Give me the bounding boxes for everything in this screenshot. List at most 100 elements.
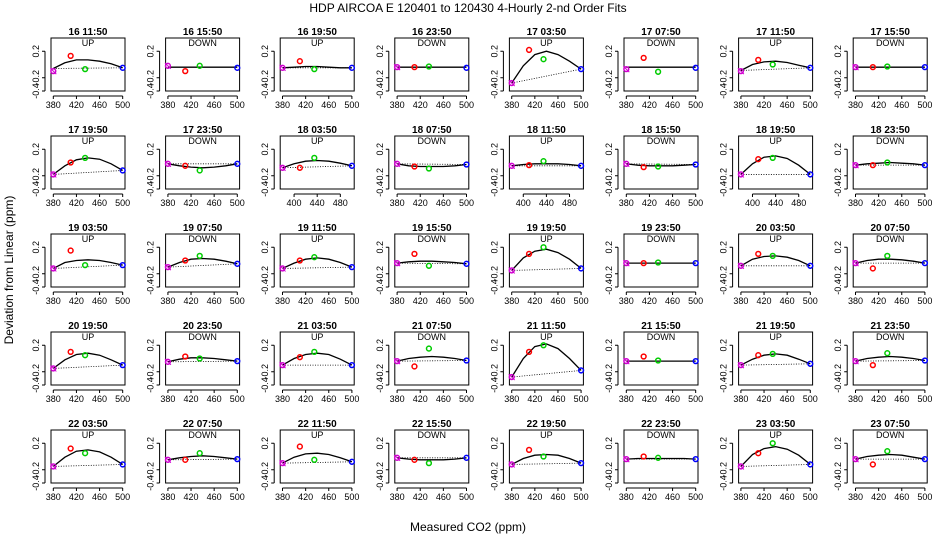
linear-reference-line [397, 163, 467, 165]
data-point-cross [737, 361, 745, 369]
data-point-cross [393, 357, 401, 365]
x-tick-label: 380 [275, 100, 290, 110]
y-tick-label: 0.2 [31, 339, 41, 352]
data-point-cross [737, 262, 745, 270]
data-point [311, 154, 318, 162]
x-tick-label: 500 [688, 296, 703, 306]
linear-reference-line [740, 464, 811, 467]
x-tick-label: 500 [115, 100, 130, 110]
y-tick-label: 0.2 [489, 241, 499, 254]
panel-title: 22 07:50 [183, 419, 223, 430]
y-tick-label: 0.2 [833, 241, 843, 254]
data-point [540, 342, 547, 349]
data-point [852, 456, 859, 463]
fit-curve [397, 457, 467, 461]
data-point [182, 257, 189, 264]
panel-title: 20 03:50 [756, 223, 796, 234]
y-tick-label: 0.2 [375, 143, 385, 156]
x-tick-label: 420 [642, 198, 657, 208]
data-point [393, 160, 401, 167]
x-tick-label: 400 [516, 198, 531, 208]
data-point [692, 64, 699, 71]
data-point [755, 250, 762, 258]
panel-frame [738, 37, 814, 92]
run-direction-label: UP [769, 38, 782, 48]
y-tick-label: -0.2 [833, 266, 843, 282]
data-point-cross [49, 365, 57, 372]
x-tick-label: 460 [894, 492, 909, 502]
data-point [67, 348, 74, 356]
data-point [311, 456, 318, 463]
run-direction-label: DOWN [876, 332, 905, 342]
x-tick-label: 500 [688, 492, 703, 502]
panel-title: 18 11:50 [527, 125, 566, 136]
x-tick-label: 380 [619, 492, 634, 502]
data-point-cross [508, 373, 516, 381]
data-point-cross [164, 358, 172, 366]
run-direction-label: UP [769, 234, 782, 244]
data-point [393, 64, 401, 71]
data-point [540, 244, 547, 251]
data-point [692, 456, 699, 463]
data-point [463, 454, 470, 461]
data-point [508, 373, 515, 381]
panel-frame [50, 331, 126, 386]
data-point [425, 262, 433, 269]
y-tick-label: 0.2 [375, 45, 385, 58]
x-tick-label: 500 [688, 198, 703, 208]
fit-curve [511, 163, 582, 167]
data-point-cross [393, 160, 401, 168]
x-tick-label: 500 [115, 198, 130, 208]
y-tick-label: 0.2 [260, 45, 270, 58]
y-tick-label: -0.4 [375, 377, 385, 393]
data-point [852, 162, 859, 169]
linear-reference-line [53, 67, 123, 69]
y-tick-label: -0.2 [146, 168, 156, 184]
y-tick-label: -0.2 [489, 462, 499, 478]
x-tick-label: 420 [184, 100, 199, 110]
y-tick-label: 0.2 [604, 437, 614, 450]
data-point [654, 259, 662, 266]
data-point-cross [49, 463, 57, 470]
y-tick-label: 0.2 [31, 241, 41, 254]
y-tick-label: -0.4 [31, 377, 41, 393]
y-tick-label: -0.2 [719, 70, 729, 86]
run-direction-label: DOWN [188, 430, 217, 440]
data-point [425, 459, 433, 467]
y-tick-label: 0.2 [604, 45, 614, 58]
y-tick-label: -0.2 [260, 462, 270, 478]
data-point [119, 461, 126, 468]
y-tick-label: 0.2 [833, 437, 843, 450]
fit-curve [396, 163, 467, 168]
data-point [81, 450, 89, 457]
run-direction-label: DOWN [876, 234, 905, 244]
x-tick-label: 380 [733, 296, 748, 306]
y-tick-label: -0.4 [604, 83, 614, 99]
data-point-cross [279, 265, 286, 272]
run-direction-label: UP [540, 332, 553, 342]
x-tick-label: 420 [298, 492, 313, 502]
y-tick-label: -0.4 [375, 475, 385, 491]
data-point [411, 363, 418, 370]
y-tick-label: 0.2 [146, 45, 156, 58]
linear-reference-line [855, 360, 925, 362]
panel-title: 20 19:50 [68, 321, 108, 332]
x-tick-label: 380 [390, 296, 405, 306]
y-tick-label: 0.2 [833, 45, 843, 58]
linear-reference-line [511, 268, 582, 271]
x-tick-label: 500 [803, 100, 818, 110]
data-point [425, 345, 433, 352]
data-point [81, 65, 89, 73]
x-tick-label: 380 [848, 296, 863, 306]
data-point [755, 156, 762, 163]
x-tick-label: 380 [504, 394, 519, 404]
y-tick-label: -0.4 [719, 377, 729, 393]
data-point [921, 260, 929, 267]
x-tick-label: 500 [917, 100, 932, 110]
x-axis-label: Measured CO2 (ppm) [410, 520, 526, 534]
x-tick-label: 500 [917, 198, 932, 208]
